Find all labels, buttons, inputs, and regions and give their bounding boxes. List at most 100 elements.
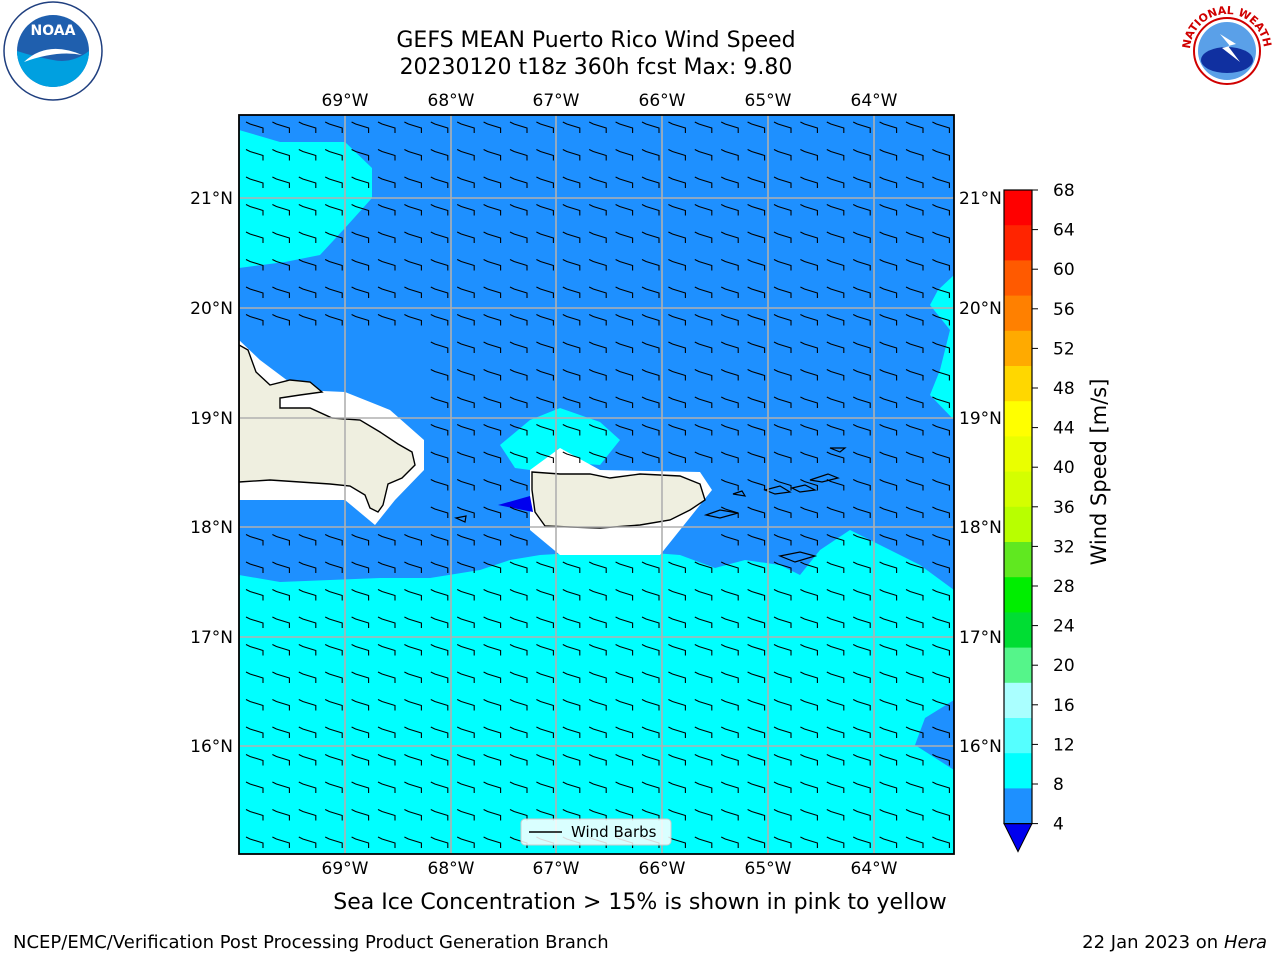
wind-barb [536, 231, 554, 243]
wind-barb [879, 561, 898, 573]
wind-barb [905, 781, 924, 793]
wind-barb [377, 754, 396, 766]
wind-barb [800, 671, 818, 683]
wind-barb [852, 286, 871, 298]
wind-barb [430, 616, 449, 628]
colorbar-tick-label: 28 [1053, 577, 1075, 597]
wind-barb [668, 616, 686, 628]
wind-barb [826, 176, 845, 188]
wind-barb [456, 286, 475, 298]
wind-barb [694, 809, 713, 821]
wind-barb [879, 396, 898, 408]
wind-barb [694, 726, 713, 738]
wind-barb [509, 561, 528, 573]
wind-barb [272, 561, 290, 573]
wind-barb [773, 204, 792, 216]
wind-barb [932, 176, 950, 188]
wind-barb [536, 176, 554, 188]
wind-barb [852, 616, 871, 628]
wind-barb [456, 506, 475, 518]
wind-barb [430, 231, 449, 243]
wind-barb [562, 809, 581, 821]
colorbar-extend-arrow [1003, 823, 1033, 853]
wind-barb [483, 781, 502, 793]
lon-tick-top-65: 65°W [745, 91, 792, 111]
wind-barb [272, 809, 290, 821]
wind-barb [615, 149, 634, 161]
wind-barb [852, 451, 871, 463]
wind-barb [377, 781, 396, 793]
wind-barb [879, 671, 898, 683]
colorbar-segment [1004, 401, 1032, 437]
noaa-logo: NOAA [2, 0, 104, 102]
wind-barb [720, 286, 739, 298]
wind-barb [298, 671, 317, 683]
wind-barb [324, 561, 343, 573]
wind-barb [773, 259, 792, 271]
wind-barb [932, 204, 950, 216]
wind-barb [905, 176, 924, 188]
wind-barb [852, 534, 871, 546]
colorbar-tick-label: 24 [1053, 617, 1075, 637]
wind-barb [826, 534, 845, 546]
wind-barb [430, 149, 449, 161]
wind-barb [588, 781, 607, 793]
wind-barb [932, 286, 950, 298]
wind-barb [826, 286, 845, 298]
wind-barb [562, 121, 581, 133]
wind-barb [272, 616, 290, 628]
wind-barb [773, 754, 792, 766]
wind-barb [430, 396, 449, 408]
map-frame [238, 114, 955, 855]
wind-barb [905, 424, 924, 436]
wind-barb [826, 424, 845, 436]
wind-barb [509, 644, 528, 656]
wind-barb [351, 671, 370, 683]
wind-barb [404, 616, 422, 628]
wind-barb [377, 286, 396, 298]
wind-barb [720, 506, 739, 518]
wind-barb [747, 644, 766, 656]
wind-barb [615, 314, 634, 326]
wind-barb [588, 369, 607, 381]
wind-barb [377, 644, 396, 656]
wind-barb [404, 286, 422, 298]
wind-barb [668, 561, 686, 573]
wind-barb [852, 836, 871, 848]
wind-barb [720, 809, 739, 821]
wind-barb [668, 699, 686, 711]
lat-tick-right-18: 18°N [959, 518, 1002, 538]
wind-barb [668, 451, 686, 463]
wind-barb [536, 396, 554, 408]
colorbar-tick-label: 32 [1053, 537, 1075, 557]
wind-barb [720, 561, 739, 573]
wind-barb [773, 341, 792, 353]
wind-barb [668, 424, 686, 436]
wind-barb [826, 671, 845, 683]
wind-barb [404, 314, 422, 326]
wind-barb [483, 149, 502, 161]
wind-barb [324, 259, 343, 271]
wind-barb [536, 616, 554, 628]
wind-barb [509, 259, 528, 271]
wind-barb [404, 561, 422, 573]
wind-barb [615, 809, 634, 821]
wind-barb [747, 451, 766, 463]
wind-barb [826, 809, 845, 821]
wind-barb [932, 809, 950, 821]
wind-barb [905, 231, 924, 243]
colorbar-tick-label: 12 [1053, 735, 1075, 755]
wind-barb [932, 534, 950, 546]
wind-barb [694, 121, 713, 133]
wind-barb [377, 561, 396, 573]
wind-barb [588, 699, 607, 711]
wind-barb [509, 369, 528, 381]
wind-barb [773, 809, 792, 821]
colorbar-segment [1004, 612, 1032, 649]
wind-barb [720, 121, 739, 133]
wind-barb [800, 534, 818, 546]
wind-barb [932, 341, 950, 353]
wind-barb [562, 561, 581, 573]
wind-barb [905, 259, 924, 271]
wind-barb [932, 369, 950, 381]
